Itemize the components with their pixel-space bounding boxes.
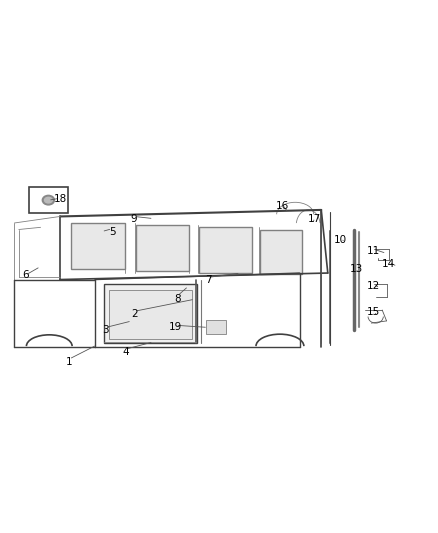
Text: 14: 14 xyxy=(382,260,396,269)
Text: 8: 8 xyxy=(174,294,181,304)
Text: 15: 15 xyxy=(367,307,380,317)
FancyBboxPatch shape xyxy=(29,187,67,213)
Text: 5: 5 xyxy=(109,227,116,237)
Text: 2: 2 xyxy=(131,309,138,319)
Text: 4: 4 xyxy=(122,347,129,357)
FancyBboxPatch shape xyxy=(260,230,302,274)
FancyBboxPatch shape xyxy=(136,225,188,271)
Text: 9: 9 xyxy=(131,214,138,224)
Text: 16: 16 xyxy=(276,200,289,211)
Text: 11: 11 xyxy=(367,246,380,256)
Text: 18: 18 xyxy=(53,194,67,204)
Text: 10: 10 xyxy=(334,236,347,245)
Text: 6: 6 xyxy=(22,270,28,280)
FancyBboxPatch shape xyxy=(199,228,252,273)
FancyBboxPatch shape xyxy=(110,289,191,339)
FancyBboxPatch shape xyxy=(104,284,197,343)
Text: 13: 13 xyxy=(350,264,363,273)
Text: 12: 12 xyxy=(367,281,380,291)
FancyBboxPatch shape xyxy=(205,320,226,334)
FancyBboxPatch shape xyxy=(71,223,125,269)
Text: 19: 19 xyxy=(169,322,182,333)
Text: 1: 1 xyxy=(66,357,72,367)
Ellipse shape xyxy=(42,195,54,205)
Ellipse shape xyxy=(45,197,52,203)
Text: 3: 3 xyxy=(102,325,109,335)
Text: 7: 7 xyxy=(205,274,212,285)
Text: 17: 17 xyxy=(308,214,321,224)
